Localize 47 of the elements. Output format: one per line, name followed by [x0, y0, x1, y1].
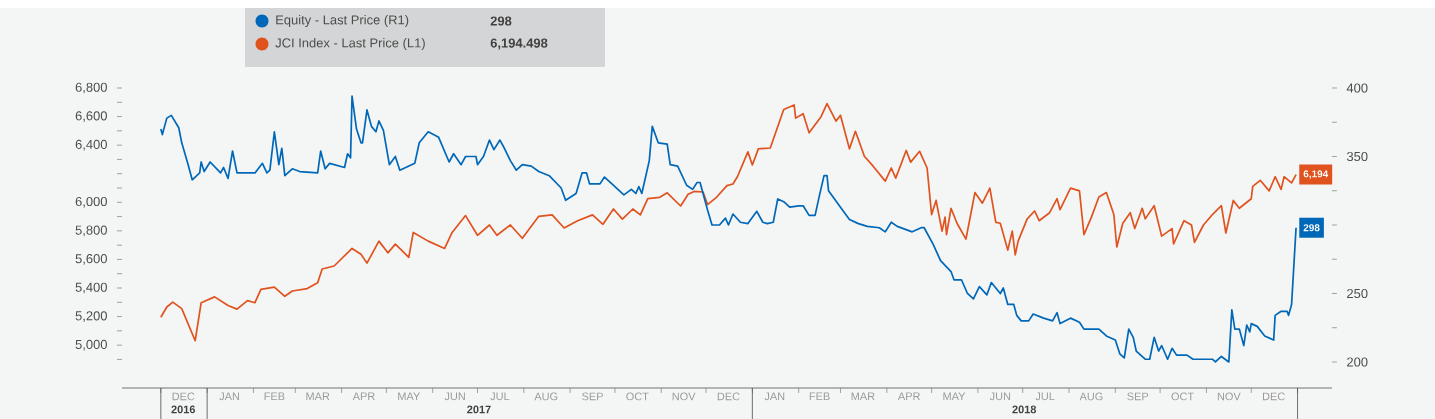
y-tick-label: 5,000 [75, 339, 107, 351]
x-tick-label: FEB [809, 392, 830, 401]
x-tick-label: APR [897, 392, 920, 401]
text: 298 [490, 16, 512, 26]
x-tick-label: MAR [306, 392, 330, 401]
x2-tick-label: 2016 [171, 405, 196, 414]
x-tick-label: DEC [1262, 392, 1285, 401]
x-tick-label: JAN [219, 392, 239, 401]
x-tick-label: MAY [398, 392, 421, 401]
y-tick-label: 6,000 [75, 196, 107, 208]
x-tick-label: JUN [989, 392, 1011, 401]
data-label: 6,194 [1303, 170, 1329, 179]
y-tick-label: 5,800 [75, 225, 107, 237]
y2-tick-label: 350 [1346, 151, 1368, 162]
x-tick-label: APR [352, 392, 375, 401]
y2-tick-label: 250 [1347, 288, 1368, 299]
x-tick-label: OCT [1171, 392, 1194, 401]
y-tick-label: 5,600 [75, 254, 107, 265]
x-tick-label: NOV [672, 392, 696, 401]
x-tick-label: NOV [1217, 392, 1241, 401]
y2-tick-label: 200 [1347, 357, 1368, 367]
x-tick-label: FEB [264, 392, 285, 401]
x-tick-label: JUN [444, 392, 465, 401]
text: 6,194.498 [490, 38, 548, 50]
y-tick-label: 6,600 [75, 111, 107, 122]
legend-label: Equity - Last Price (R1) [276, 14, 409, 28]
x-tick-label: JUL [1035, 392, 1055, 401]
y-tick-label: 5,200 [75, 311, 107, 322]
x-tick-label: MAY [943, 392, 966, 401]
legend-label: JCI Index - Last Price (L1) [275, 37, 425, 51]
x-tick-label: JAN [764, 392, 785, 401]
y-tick-label: 6,800 [75, 82, 107, 94]
y-tick-label: 5,400 [75, 282, 107, 294]
x-tick-label: DEC [717, 392, 740, 401]
x2-tick-label: 2018 [1012, 405, 1037, 414]
x-tick-label: AUG [534, 392, 558, 401]
x-tick-label: JUL [490, 392, 510, 401]
x-tick-label: SEP [582, 392, 603, 401]
x-tick-label: SEP [1127, 392, 1149, 401]
x-tick-label: DEC [172, 392, 195, 401]
x2-tick-label: 2017 [467, 405, 491, 414]
x-tick-label: AUG [1079, 392, 1103, 401]
data-label: 298 [1303, 224, 1320, 232]
x-tick-label: MAR [851, 392, 875, 401]
y-tick-label: 6,400 [75, 139, 107, 151]
y2-tick-label: 400 [1346, 83, 1368, 93]
x-tick-label: OCT [626, 392, 649, 401]
